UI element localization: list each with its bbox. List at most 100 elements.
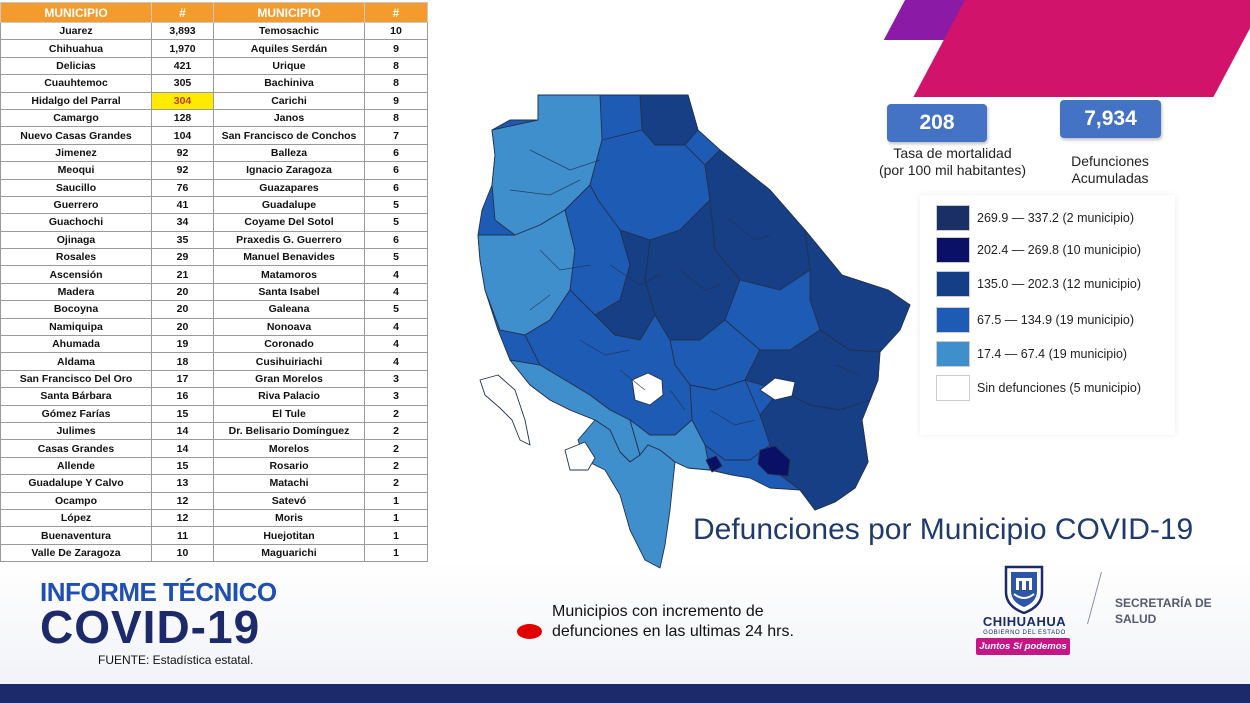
legend-label: 67.5 — 134.9 (19 municipio) [977,313,1135,327]
mortality-rate-caption: Tasa de mortalidad (por 100 mil habitant… [860,145,1045,179]
municipio-cell: Galeana [213,300,365,319]
state-shield-icon [1004,565,1044,614]
header-count-left: # [151,2,214,23]
count-cell: 2 [364,421,428,441]
red-dot-marker-icon [517,624,542,639]
count-cell: 5 [364,248,428,267]
table-row: Gómez Farías 15 El Tule 2 [0,404,428,423]
municipal-border-line [529,294,551,311]
secretaria-line-2: SALUD [1115,612,1157,626]
count-cell: 10 [151,543,214,563]
informe-tecnico-logo-line-1: INFORME TÉCNICO [40,577,277,607]
count-cell: 20 [151,282,214,302]
municipio-cell: Gómez Farías [0,404,152,423]
legend-item: 269.9 — 337.2 (2 municipio) [936,205,1176,233]
municipio-cell: Aldama [0,352,152,371]
table-row: Guadalupe Y Calvo 13 Matachi 2 [0,474,428,493]
legend-label: 202.4 — 269.8 (10 municipio) [977,243,1141,257]
header-municipio-left: MUNICIPIO [0,2,152,23]
count-cell: 18 [151,352,214,371]
count-cell: 2 [364,439,428,458]
chihuahua-choropleth-map [477,94,911,569]
map-title: Defunciones por Municipio COVID-19 [693,513,1194,546]
municipio-cell: Ascensión [0,265,152,284]
count-cell: 4 [364,265,428,284]
table-row: Casas Grandes 14 Morelos 2 [0,439,428,458]
municipio-cell: Santa Bárbara [0,387,152,406]
count-cell: 5 [364,213,428,232]
informe-tecnico-logo-line-2: COVID-19 [40,601,261,653]
count-cell: 3 [364,387,428,406]
deaths-caption-line-2: Acumuladas [1071,170,1149,186]
chihuahua-government-logo: CHIHUAHUA GOBIERNO DEL ESTADO Juntos Sí … [972,564,1077,659]
municipal-border-line [834,364,861,376]
table-row: López 12 Moris 1 [0,508,428,528]
bottom-bar [0,684,1250,703]
count-cell: 5 [364,300,428,319]
municipio-cell: Riva Palacio [213,387,365,406]
increment-note-line-2: defunciones en las ultimas 24 hrs. [552,623,794,640]
municipio-cell: San Francisco de Conchos [213,126,365,145]
increment-note: Municipios con incremento de defunciones… [552,602,794,642]
municipio-cell: Guerrero [0,195,152,215]
legend-swatch [936,205,970,231]
legend-label: 135.0 — 202.3 (12 municipio) [977,277,1141,291]
deaths-caption-line-1: Defunciones [1071,153,1149,169]
accumulated-deaths-caption: Defunciones Acumuladas [1040,153,1180,187]
region-white-cuauhtemoc-area [631,372,664,406]
count-cell: 1 [364,491,428,510]
count-cell: 35 [151,230,214,250]
count-cell: 421 [151,56,214,76]
count-cell: 4 [364,335,428,354]
table-row: Ahumada 19 Coronado 4 [0,335,428,354]
increment-note-line-1: Municipios con incremento de [552,603,764,620]
table-row: Namiquipa 20 Nonoava 4 [0,317,428,337]
count-cell: 3 [364,369,428,389]
count-cell: 4 [364,317,428,337]
region-allende [757,445,791,477]
header-count-right: # [364,2,428,23]
legend-swatch [936,271,970,297]
municipio-cell: Carichi [213,91,365,110]
count-cell: 304 [151,91,214,110]
municipal-border-line [669,389,686,411]
count-cell: 20 [151,317,214,337]
count-cell: 6 [364,161,428,180]
municipio-cell: Rosales [0,248,152,267]
table-row: Hidalgo del Parral 304 Carichi 9 [0,91,428,110]
municipio-cell: El Tule [213,404,365,423]
header-municipio-right: MUNICIPIO [213,2,365,23]
table-row: Ascensión 21 Matamoros 4 [0,265,428,284]
municipio-cell: Hidalgo del Parral [0,91,152,110]
legend-swatch [936,237,970,263]
municipio-cell: Coyame Del Sotol [213,213,365,232]
legend-swatch [936,375,970,401]
municipio-cell: Saucillo [0,178,152,197]
municipio-cell: Delicias [0,56,152,76]
municipio-cell: Juarez [0,21,152,41]
accumulated-deaths-box: 7,934 [1060,100,1161,138]
count-cell: 20 [151,300,214,319]
table-row: Jimenez 92 Balleza 6 [0,143,428,163]
legend-item: 202.4 — 269.8 (10 municipio) [936,237,1176,265]
table-row: Valle De Zaragoza 10 Maguarichi 1 [0,543,428,563]
municipio-cell: Balleza [213,143,365,163]
municipio-cell: Temosachic [213,21,365,41]
count-cell: 14 [151,439,214,458]
legend-swatch [936,307,970,333]
count-cell: 3,893 [151,21,214,41]
municipality-table: MUNICIPIO # MUNICIPIO # Juarez 3,893 Temos… [0,2,428,563]
municipio-cell: Aquiles Serdán [213,39,365,58]
municipio-cell: Satevó [213,491,365,510]
municipal-border-line [729,219,771,241]
municipio-cell: Coronado [213,335,365,354]
count-cell: 8 [364,108,428,128]
municipio-cell: Morelos [213,439,365,458]
table-row: Camargo 128 Janos 8 [0,108,428,128]
region-white-sw [564,441,596,471]
municipal-border-line [539,249,591,271]
mortality-caption-line-1: Tasa de mortalidad [893,145,1012,161]
municipio-cell: Madera [0,282,152,302]
count-cell: 92 [151,143,214,163]
municipio-cell: Maguarichi [213,543,365,563]
